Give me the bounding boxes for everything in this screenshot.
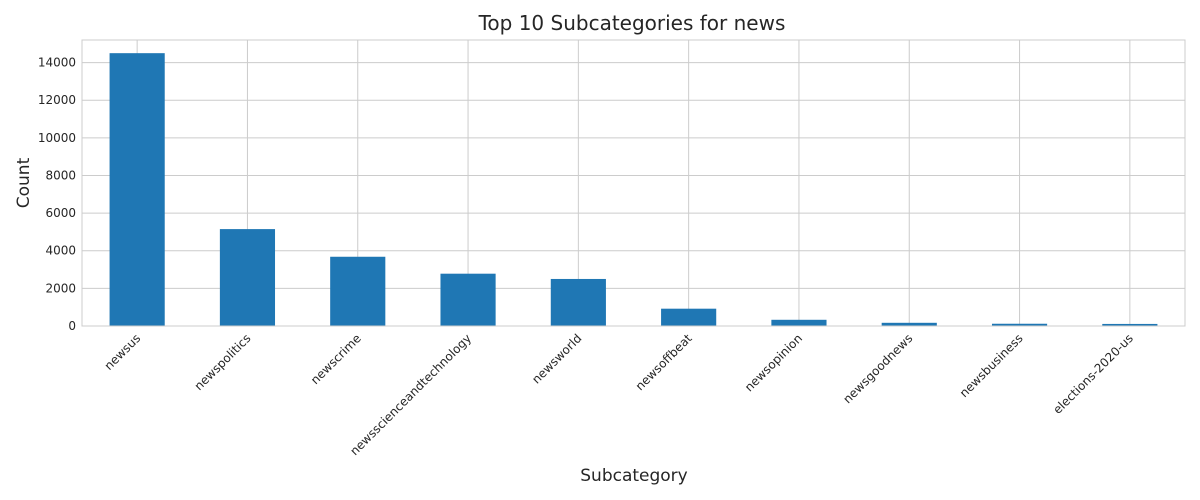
y-tick-label-4: 8000	[45, 168, 76, 182]
y-tick-label-7: 14000	[38, 56, 76, 70]
x-axis-label: Subcategory	[580, 466, 688, 486]
y-tick-label-2: 4000	[45, 244, 76, 258]
y-axis-label: Count	[14, 157, 34, 208]
bar-newsscienceandtechnology	[440, 273, 496, 326]
x-tick-label-newsbusiness: newsbusiness	[957, 331, 1026, 400]
bar-newsoffbeat	[661, 308, 717, 326]
bar-elections-2020-us	[1102, 323, 1158, 326]
x-tick-label-newscrime: newscrime	[308, 331, 364, 387]
bar-newsbusiness	[991, 323, 1048, 326]
x-tick-label-newsworld: newsworld	[529, 331, 584, 386]
x-tick-label-newsgoodnews: newsgoodnews	[840, 331, 915, 406]
bar-newscrime	[330, 256, 386, 326]
bar-newspolitics	[219, 229, 276, 326]
x-tick-labels: newsus newspolitics newscrimenewssciencean…	[102, 331, 1136, 458]
y-tick-label-1: 2000	[45, 281, 76, 295]
x-tick-label-elections-2020-us: elections-2020-us	[1050, 331, 1136, 417]
y-tick-label-0: 0	[68, 319, 76, 333]
x-tick-label-newsus: newsus	[102, 331, 144, 373]
y-tick-labels: 0 2000 4000 6000 8000 10000 12000 14000	[38, 56, 76, 333]
y-tick-label-5: 10000	[38, 131, 76, 145]
x-tick-label-newsoffbeat: newsoffbeat	[633, 331, 695, 393]
chart-title: Top 10 Subcategories for news	[478, 11, 786, 35]
x-tick-label-newsopinion: newsopinion	[742, 331, 805, 394]
y-tick-label-6: 12000	[38, 93, 76, 107]
bar-newsworld	[550, 278, 606, 326]
bars	[109, 53, 1158, 326]
x-tick-label-newsscienceandtechnology: newsscienceandtechnology	[347, 331, 474, 458]
bar-newsopinion	[771, 319, 827, 326]
bar-newsgoodnews	[881, 322, 937, 326]
bar-newsus	[109, 53, 165, 326]
y-tick-label-3: 6000	[45, 206, 76, 220]
x-tick-label-newspolitics: newspolitics	[192, 331, 254, 393]
plot-frame	[81, 39, 1186, 327]
